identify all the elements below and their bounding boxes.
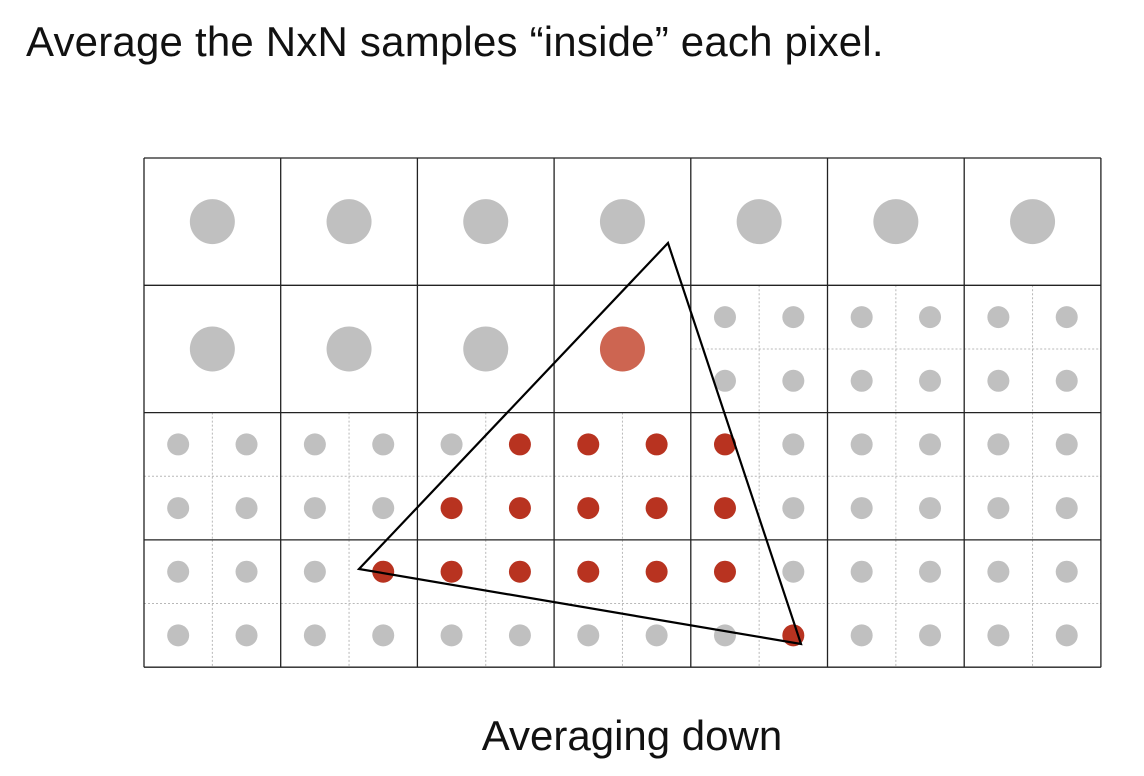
uncovered-sample-dot — [919, 624, 942, 647]
uncovered-sample-dot — [987, 306, 1010, 329]
averaged-pixel-dot — [326, 199, 372, 245]
uncovered-sample-dot — [850, 306, 873, 329]
averaged-pixel-dot — [873, 199, 919, 245]
averaged-pixel-dot — [599, 326, 645, 372]
uncovered-sample-dot — [167, 497, 190, 520]
averaged-pixel-dot — [189, 199, 235, 245]
uncovered-sample-dot — [987, 497, 1010, 520]
averaged-pixel-dot — [189, 326, 235, 372]
uncovered-sample-dot — [987, 624, 1010, 647]
uncovered-sample-dot — [372, 624, 395, 647]
covered-sample-dot — [645, 433, 668, 456]
averaged-pixel-dot — [599, 199, 645, 245]
covered-sample-dot — [577, 433, 600, 456]
uncovered-sample-dot — [1055, 369, 1078, 392]
uncovered-sample-dot — [987, 369, 1010, 392]
triangle-outline — [356, 240, 803, 646]
uncovered-sample-dot — [167, 560, 190, 583]
averaged-pixel-dot — [1010, 199, 1056, 245]
uncovered-sample-dot — [919, 497, 942, 520]
uncovered-sample-dot — [372, 433, 395, 456]
uncovered-sample-dot — [782, 433, 805, 456]
uncovered-sample-dot — [235, 497, 258, 520]
uncovered-sample-dot — [440, 624, 463, 647]
covered-sample-dot — [713, 497, 736, 520]
covered-sample-dot — [713, 560, 736, 583]
uncovered-sample-dot — [713, 306, 736, 329]
uncovered-sample-dot — [235, 433, 258, 456]
uncovered-sample-dot — [440, 433, 463, 456]
uncovered-sample-dot — [235, 624, 258, 647]
uncovered-sample-dot — [235, 560, 258, 583]
uncovered-sample-dot — [850, 560, 873, 583]
covered-sample-dot — [440, 560, 463, 583]
uncovered-sample-dot — [508, 624, 531, 647]
covered-sample-dot — [508, 560, 531, 583]
uncovered-sample-dot — [167, 433, 190, 456]
uncovered-sample-dot — [782, 306, 805, 329]
averaged-pixel-dot — [463, 199, 509, 245]
uncovered-sample-dot — [850, 497, 873, 520]
uncovered-sample-dot — [167, 624, 190, 647]
uncovered-sample-dot — [713, 369, 736, 392]
covered-sample-dot — [508, 433, 531, 456]
uncovered-sample-dot — [1055, 624, 1078, 647]
uncovered-sample-dot — [987, 433, 1010, 456]
covered-sample-dot — [508, 497, 531, 520]
uncovered-sample-dot — [782, 497, 805, 520]
uncovered-sample-dot — [303, 433, 326, 456]
averaged-pixel-dot — [736, 199, 782, 245]
uncovered-sample-dot — [303, 497, 326, 520]
covered-sample-dot — [645, 560, 668, 583]
covered-sample-dot — [645, 497, 668, 520]
slide-title: Average the NxN samples “inside” each pi… — [26, 18, 884, 65]
covered-sample-dot — [440, 497, 463, 520]
uncovered-sample-dot — [782, 369, 805, 392]
subsample-grid-lines — [144, 285, 1101, 668]
covered-sample-dot — [713, 433, 736, 456]
covered-sample-dot — [372, 560, 395, 583]
averaged-pixel-dot — [326, 326, 372, 372]
uncovered-sample-dot — [850, 369, 873, 392]
diagram-caption: Averaging down — [481, 712, 783, 759]
covered-sample-dot — [577, 560, 600, 583]
uncovered-sample-dot — [1055, 560, 1078, 583]
covered-sample-dot — [577, 497, 600, 520]
uncovered-sample-dot — [713, 624, 736, 647]
uncovered-sample-dot — [782, 560, 805, 583]
uncovered-sample-dot — [372, 497, 395, 520]
uncovered-sample-dot — [1055, 497, 1078, 520]
uncovered-sample-dot — [850, 624, 873, 647]
uncovered-sample-dot — [919, 306, 942, 329]
uncovered-sample-dot — [919, 560, 942, 583]
averaged-pixel-dot — [463, 326, 509, 372]
uncovered-sample-dot — [850, 433, 873, 456]
uncovered-sample-dot — [645, 624, 668, 647]
pixel-grid-lines — [143, 157, 1102, 668]
uncovered-sample-dot — [1055, 433, 1078, 456]
uncovered-sample-dot — [577, 624, 600, 647]
uncovered-sample-dot — [303, 560, 326, 583]
sample-dots — [167, 199, 1078, 647]
uncovered-sample-dot — [303, 624, 326, 647]
uncovered-sample-dot — [1055, 306, 1078, 329]
uncovered-sample-dot — [919, 433, 942, 456]
uncovered-sample-dot — [987, 560, 1010, 583]
uncovered-sample-dot — [919, 369, 942, 392]
